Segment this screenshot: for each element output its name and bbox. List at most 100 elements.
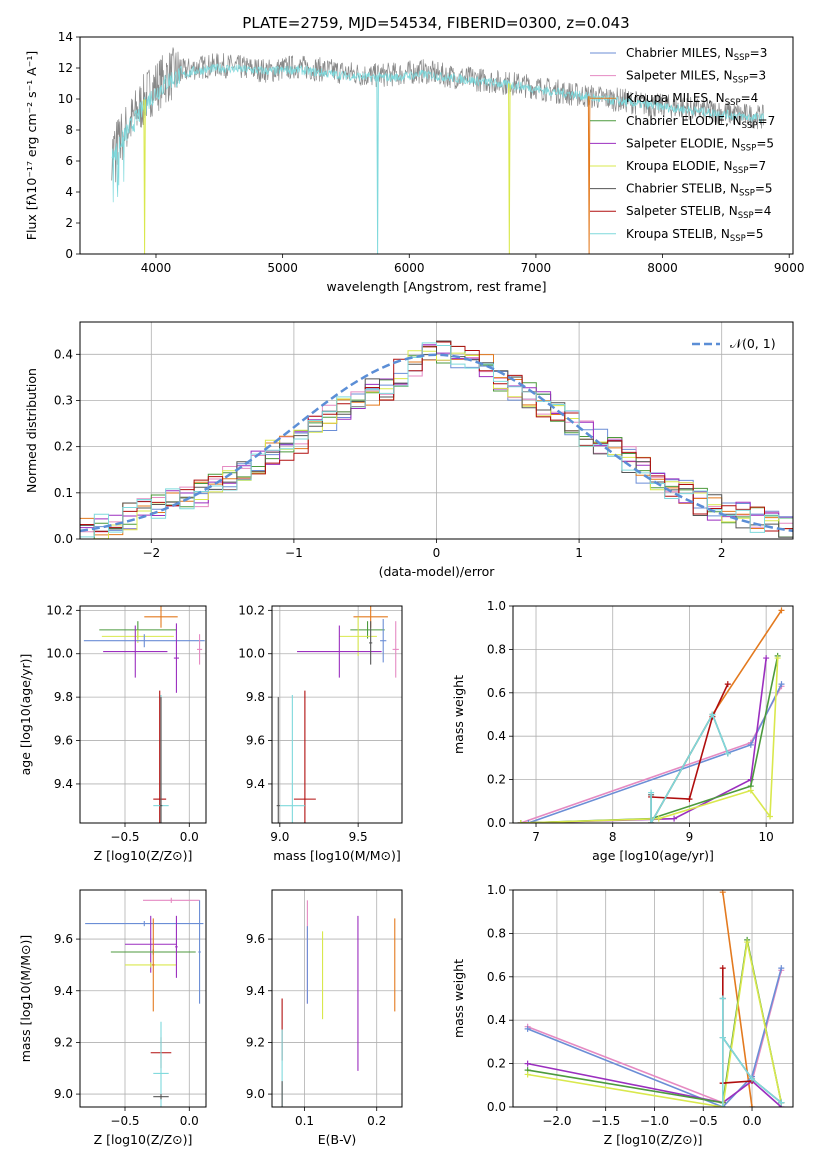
x-axis-label: Z [log10(Z/Z⊙)] [604, 1132, 703, 1147]
weight-line [520, 655, 779, 823]
weight-marker [524, 1025, 531, 1032]
legend-label: Salpeter MILES, NSSP=3 [626, 69, 766, 86]
weight-marker [749, 1075, 756, 1082]
weight-line [520, 658, 779, 823]
y-tick-label: 0.2 [487, 1057, 506, 1071]
y-tick-label: 0.4 [54, 347, 73, 361]
panel-spectrum: 4000 5000 6000 7000 8000 9000 0 2 4 6 8 10 12 14 wavel… [24, 30, 804, 294]
axis-frame [271, 605, 403, 824]
plot-area [524, 890, 785, 1107]
legend-name: Salpeter STELIB, N [626, 204, 738, 218]
weight-marker [719, 965, 726, 972]
weight-marker [766, 813, 773, 820]
y-tick-label: 0.6 [487, 970, 506, 984]
legend-sub: SSP [730, 234, 746, 244]
y-tick-label: 1.0 [487, 599, 506, 613]
y-tick-label: 9.4 [246, 984, 265, 998]
weight-marker [709, 711, 716, 718]
legend-name: Chabrier MILES, N [626, 46, 734, 60]
x-tick-label: −1.0 [640, 1114, 669, 1128]
x-tick-label: 2 [718, 546, 726, 560]
panel-massweight-vs-z: −2.0 −1.5 −1.0 −0.5 0.0 0.0 0.2 0.4 0.6 0.8 1.0 Z [… [451, 883, 794, 1147]
weight-marker [524, 1060, 531, 1067]
y-tick-label: 6 [65, 154, 73, 168]
panel-hist: −2 −1 0 1 2 0.0 0.1 0.2 0.3 0.4 (data-model)/error… [24, 321, 794, 579]
x-tick-label: 0.0 [742, 1114, 761, 1128]
weight-marker [648, 820, 655, 823]
panel-age-vs-mass: 9.0 9.5 9.4 9.6 9.8 10.0 10.2 mass [log10(M/M⊙)… [238, 603, 403, 863]
legend-n: =4 [741, 91, 759, 105]
y-tick-label: 10.2 [46, 603, 73, 617]
weight-marker [724, 750, 731, 757]
legend-label: Kroupa STELIB, NSSP=5 [626, 227, 764, 244]
plot-area [83, 606, 205, 823]
axis-frame [79, 321, 794, 540]
legend-name: Salpeter MILES, N [626, 69, 733, 83]
y-tick-label: 0.0 [54, 532, 73, 546]
legend-sub: SSP [733, 166, 749, 176]
weight-marker [648, 789, 655, 796]
y-axis-label: mass weight [451, 675, 466, 754]
spectrum-line-model [111, 63, 764, 203]
x-tick-label: 9 [686, 830, 694, 844]
legend-sub: SSP [742, 121, 758, 131]
y-tick-label: 4 [65, 185, 73, 199]
x-tick-label: 5000 [267, 261, 298, 275]
legend-n: =4 [754, 204, 772, 218]
legend-label: Salpeter ELODIE, NSSP=5 [626, 136, 774, 153]
y-tick-label: 9.8 [246, 690, 265, 704]
legend-label: Chabrier STELIB, NSSP=5 [626, 182, 773, 199]
legend-n: =7 [748, 159, 766, 173]
y-tick-label: 9.2 [246, 1035, 265, 1049]
axis-frame [79, 605, 207, 824]
panels: 4000 5000 6000 7000 8000 900002468101214wavel… [18, 30, 804, 1147]
weight-line [650, 609, 783, 823]
weight-marker [763, 655, 770, 662]
x-tick-label: −2 [142, 546, 160, 560]
y-tick-label: 0.0 [487, 1100, 506, 1114]
weight-marker [524, 1071, 531, 1078]
x-tick-label: 8000 [647, 261, 678, 275]
x-tick-label: 0 [433, 546, 441, 560]
spectrum-dip [376, 75, 379, 254]
y-tick-label: 9.6 [246, 734, 265, 748]
plot-area [111, 47, 764, 254]
weight-line [650, 712, 729, 823]
legend-label: Salpeter STELIB, NSSP=4 [626, 204, 771, 221]
legend-name: Kroupa STELIB, N [626, 227, 730, 241]
panel-age-vs-z: −0.5 0.0 9.4 9.6 9.8 10.0 10.2 Z [log10(Z/Z⊙)] a… [18, 603, 207, 863]
y-tick-label: 9.4 [54, 777, 73, 791]
x-tick-label: −1 [285, 546, 303, 560]
y-tick-label: 0.4 [487, 1013, 506, 1027]
y-tick-label: 8 [65, 123, 73, 137]
weight-line [722, 968, 753, 1084]
weight-marker [686, 796, 693, 803]
legend-n: =3 [748, 69, 766, 83]
y-tick-label: 9.4 [54, 984, 73, 998]
legend-n: =7 [758, 114, 776, 128]
axis-frame [79, 889, 207, 1108]
x-tick-label: 10 [759, 830, 774, 844]
x-tick-label: 0.0 [180, 830, 199, 844]
weight-marker [778, 1099, 785, 1106]
x-tick-label: 6000 [394, 261, 425, 275]
legend-sub: SSP [733, 76, 749, 86]
legend-label: Chabrier MILES, NSSP=3 [626, 46, 767, 63]
y-tick-label: 12 [58, 61, 73, 75]
weight-marker [525, 820, 532, 823]
y-tick-label: 9.2 [54, 1035, 73, 1049]
legend-name: Salpeter ELODIE, N [626, 136, 740, 150]
x-axis-label: wavelength [Angstrom, rest frame] [326, 279, 546, 294]
y-tick-label: 0.8 [487, 926, 506, 940]
x-tick-label: −0.5 [110, 830, 139, 844]
x-axis-label: E(B-V) [318, 1132, 357, 1147]
axis-frame [512, 605, 794, 824]
x-tick-label: 9.5 [349, 830, 368, 844]
legend-sub: SSP [740, 143, 756, 153]
y-tick-label: 2 [65, 216, 73, 230]
legend-name: Kroupa ELODIE, N [626, 159, 733, 173]
panel-mass-vs-ebv: 0.1 0.2 9.0 9.2 9.4 9.6 E(B-V) [246, 889, 403, 1147]
panel-massweight-vs-age: 7 8 9 10 0.0 0.2 0.4 0.6 0.8 1.0 age [log10(age/yr… [451, 599, 794, 863]
histogram-series [80, 350, 793, 539]
